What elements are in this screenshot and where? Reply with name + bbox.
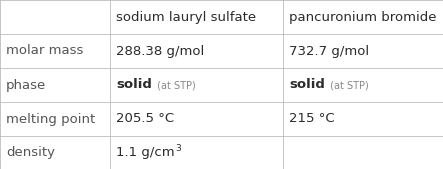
Text: phase: phase [6, 78, 46, 91]
Text: solid: solid [116, 78, 152, 91]
Text: solid: solid [289, 78, 325, 91]
Text: 1.1 g/cm: 1.1 g/cm [116, 146, 175, 159]
Text: density: density [6, 146, 55, 159]
Text: 732.7 g/mol: 732.7 g/mol [289, 44, 369, 57]
Text: 215 °C: 215 °C [289, 113, 334, 126]
Text: pancuronium bromide: pancuronium bromide [289, 10, 436, 23]
Text: 3: 3 [175, 144, 181, 153]
Text: sodium lauryl sulfate: sodium lauryl sulfate [116, 10, 256, 23]
Text: (at STP): (at STP) [327, 80, 369, 90]
Text: molar mass: molar mass [6, 44, 83, 57]
Text: melting point: melting point [6, 113, 95, 126]
Text: 205.5 °C: 205.5 °C [116, 113, 174, 126]
Text: 288.38 g/mol: 288.38 g/mol [116, 44, 204, 57]
Text: (at STP): (at STP) [154, 80, 196, 90]
